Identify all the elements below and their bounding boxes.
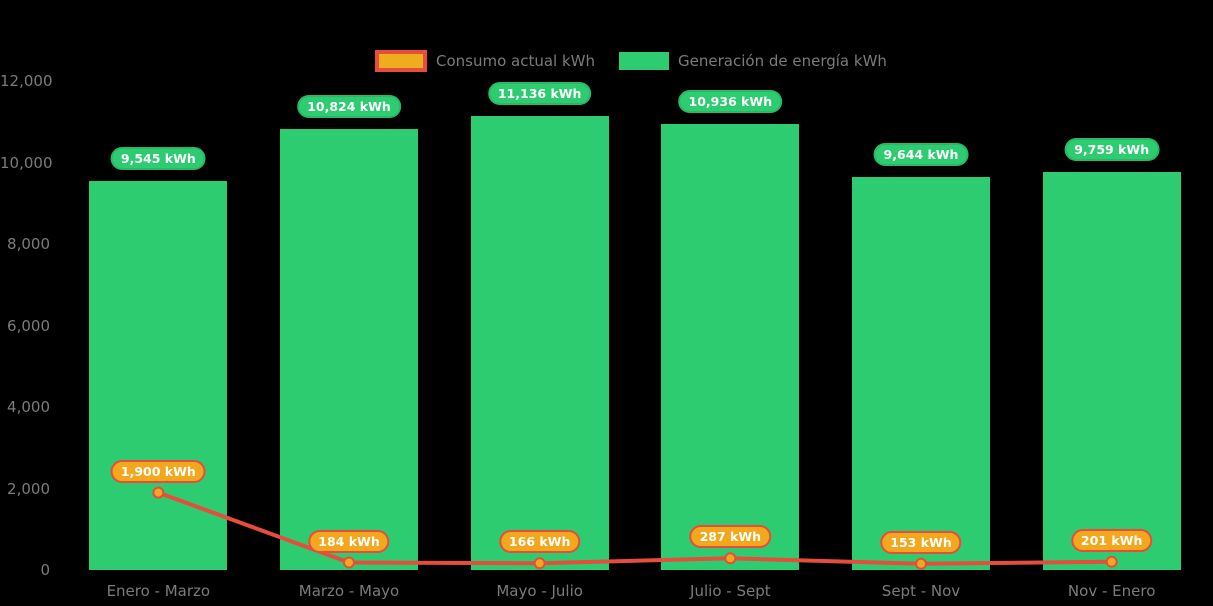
consumo-line	[156, 490, 1114, 566]
y-tick-label: 2,000	[7, 479, 50, 498]
y-tick-label: 6,000	[7, 316, 50, 335]
consumo-line-layer	[152, 486, 1118, 570]
y-tick-label: 10,000	[0, 153, 53, 172]
legend-label-consumo: Consumo actual kWh	[436, 52, 596, 70]
plot-area: 9,545 kWh 10,824 kWh 11,136 kWh 10,936 kWh 9…	[63, 81, 1207, 570]
y-tick-label: 4,000	[7, 398, 50, 416]
line-value-label: 184 kWh	[308, 529, 390, 553]
bar-value-label: 9,545 kWh	[110, 147, 206, 171]
x-tick-label: Nov - Enero	[1067, 582, 1156, 600]
chart-legend: Consumo actual kWh Generación de energía…	[375, 50, 887, 72]
generacion-bar[interactable]	[470, 116, 609, 570]
x-tick-label: Sept - Nov	[881, 582, 961, 600]
consumo-line-point[interactable]	[1105, 555, 1118, 568]
legend-item-generacion[interactable]: Generación de energía kWh	[619, 52, 887, 70]
y-tick-label: 0	[40, 561, 50, 579]
legend-label-generacion: Generación de energía kWh	[678, 52, 887, 70]
x-axis: Enero - Marzo Marzo - Mayo Mayo - Julio Jul…	[63, 582, 1207, 604]
legend-item-consumo[interactable]: Consumo actual kWh	[375, 50, 595, 72]
consumo-line-point[interactable]	[152, 486, 165, 499]
consumo-legend-swatch-icon	[375, 50, 427, 72]
consumo-line-point[interactable]	[915, 557, 927, 570]
line-value-label: 287 kWh	[689, 525, 772, 549]
generacion-bar[interactable]	[852, 177, 990, 570]
generacion-bar[interactable]	[280, 128, 418, 570]
y-tick-label: 8,000	[7, 235, 50, 253]
generacion-legend-swatch-icon	[619, 52, 670, 70]
y-axis: 12,000 10,000 8,000 6,000 4,000 2,000 0	[0, 0, 53, 606]
line-value-label: 1,900 kWh	[110, 459, 206, 483]
bar-value-label: 9,759 kWh	[1064, 138, 1160, 162]
bar-value-label: 11,136 kWh	[487, 82, 592, 106]
bar-value-label: 9,644 kWh	[873, 143, 969, 167]
bar-value-label: 10,824 kWh	[297, 94, 401, 118]
consumo-line-point[interactable]	[533, 557, 546, 570]
consumo-line-point[interactable]	[343, 556, 355, 569]
line-value-label: 153 kWh	[880, 530, 962, 554]
consumo-line-point[interactable]	[724, 552, 737, 565]
x-tick-label: Marzo - Mayo	[298, 582, 400, 600]
y-tick-label: 12,000	[0, 72, 53, 90]
x-tick-label: Mayo - Julio	[496, 582, 583, 600]
generacion-bar[interactable]	[1042, 172, 1181, 570]
line-value-label: 166 kWh	[498, 530, 581, 554]
bar-value-label: 10,936 kWh	[678, 90, 783, 114]
x-tick-label: Enero - Marzo	[106, 582, 211, 600]
line-value-label: 201 kWh	[1070, 528, 1153, 552]
x-tick-label: Julio - Sept	[690, 582, 771, 600]
generacion-bar[interactable]	[89, 181, 228, 570]
generacion-bar[interactable]	[661, 124, 800, 570]
